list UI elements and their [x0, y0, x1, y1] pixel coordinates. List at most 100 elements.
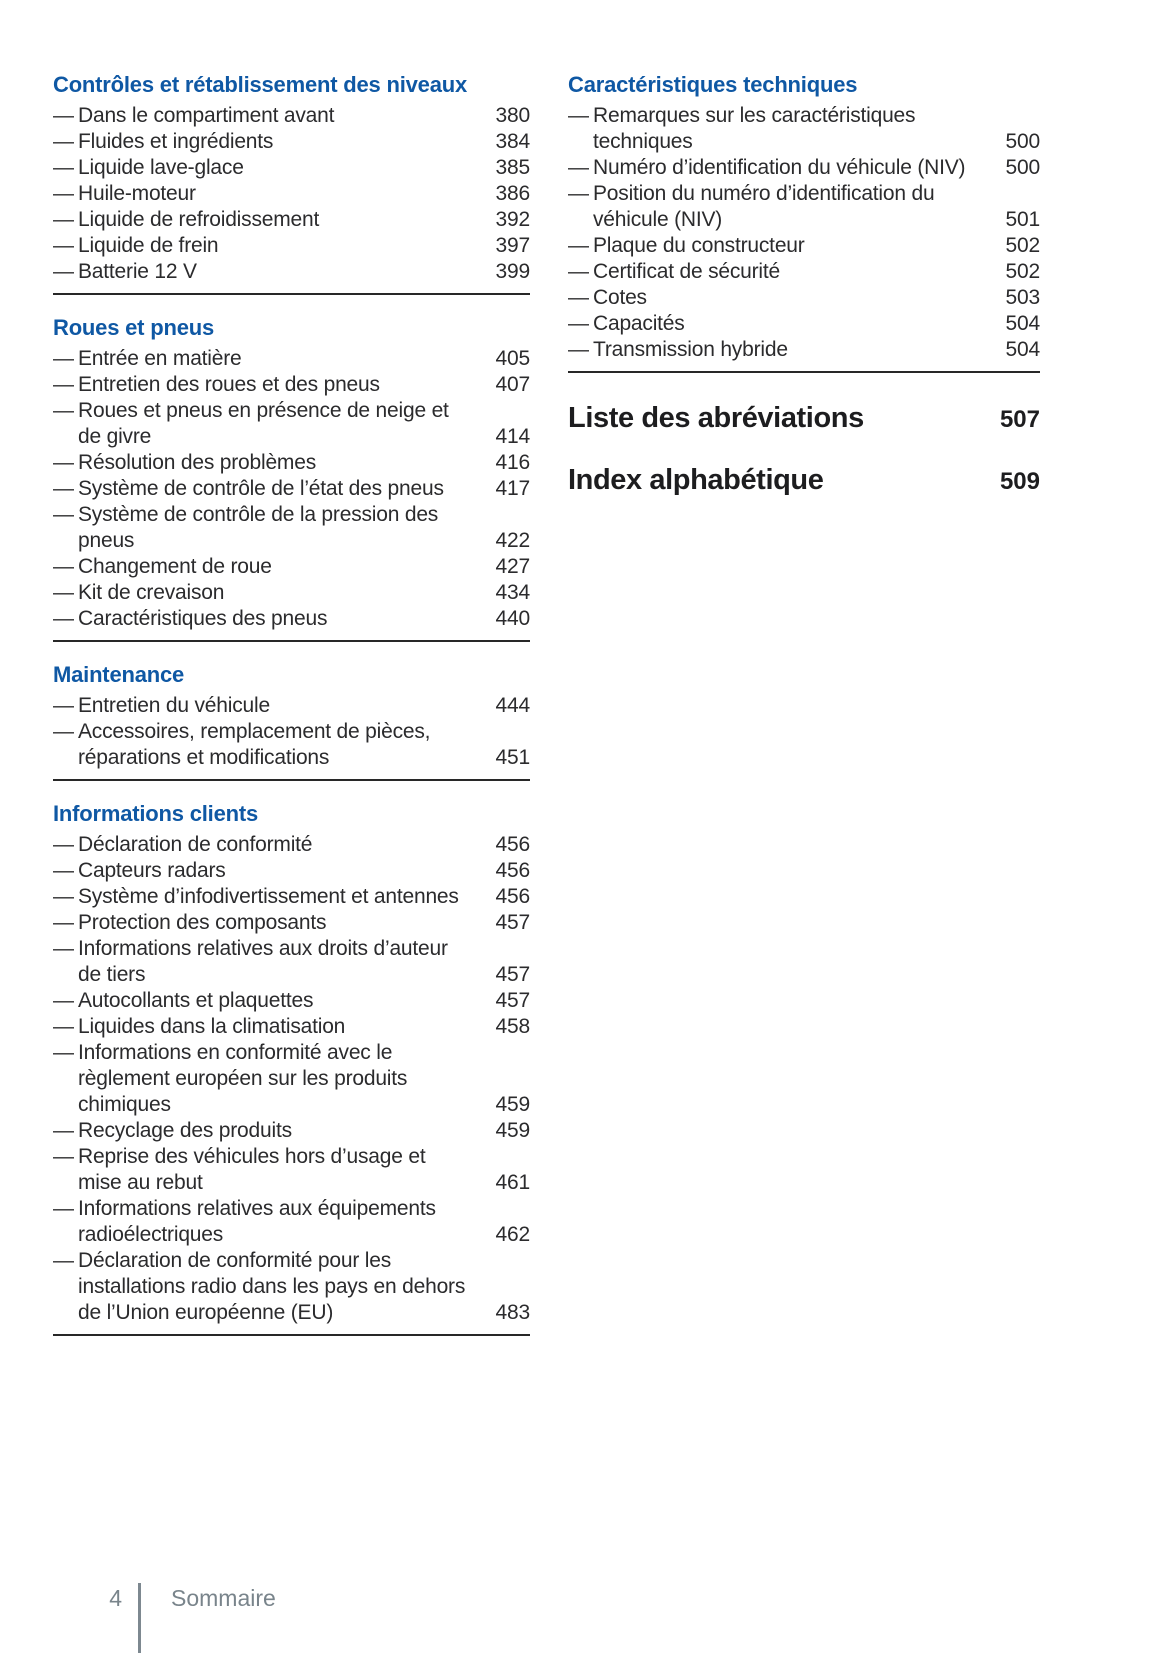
toc-item-label: Déclaration de conformité — [78, 833, 313, 856]
toc-item[interactable]: — Protection des composants 457 — [53, 910, 530, 936]
toc-item[interactable]: — Informations relatives aux équipements… — [53, 1196, 530, 1248]
section-controles-niveaux: Contrôles et rétablissement des niveaux … — [53, 72, 530, 295]
toc-item[interactable]: — Plaque du constructeur 502 — [568, 233, 1040, 259]
toc-entry-liste-des-abreviations[interactable]: Liste des abréviations 507 — [568, 401, 1040, 435]
toc-item[interactable]: — Certificat de sécurité 502 — [568, 259, 1040, 285]
toc-item[interactable]: — Numéro d’identification du véhicule (N… — [568, 155, 1040, 181]
toc-item[interactable]: — Huile-moteur 386 — [53, 181, 530, 207]
section-maintenance: Maintenance — Entretien du véhicule 444 … — [53, 662, 530, 781]
dash-bullet: — — [53, 1249, 74, 1272]
dash-bullet: — — [53, 399, 74, 422]
toc-item[interactable]: — Déclaration de conformité pour les ins… — [53, 1248, 530, 1326]
toc-item[interactable]: — Déclaration de conformité 456 — [53, 832, 530, 858]
section-title: Roues et pneus — [53, 315, 215, 340]
toc-item-label: Fluides et ingrédients — [78, 130, 274, 153]
toc-item-page: 444 — [495, 694, 531, 717]
toc-item[interactable]: — Système de contrôle de l’état des pneu… — [53, 476, 530, 502]
footer-section-label: Sommaire — [171, 1585, 276, 1611]
toc-item[interactable]: — Système de contrôle de la pression des… — [53, 502, 530, 554]
toc-item-page: 459 — [495, 1093, 531, 1116]
toc-item-page: 392 — [495, 208, 531, 231]
toc-item-label: Plaque du constructeur — [593, 234, 805, 257]
toc-item[interactable]: — Remarques sur les caractéristiques tec… — [568, 103, 1040, 155]
toc-item-page: 503 — [1005, 286, 1041, 309]
toc-item-label: Roues et pneus en présence de neige et d… — [78, 399, 449, 448]
toc-item[interactable]: — Accessoires, remplacement de pièces, r… — [53, 719, 530, 771]
toc-item[interactable]: — Transmission hybride 504 — [568, 337, 1040, 363]
toc-item[interactable]: — Recyclage des produits 459 — [53, 1118, 530, 1144]
toc-item[interactable]: — Liquides dans la climatisation 458 — [53, 1014, 530, 1040]
dash-bullet: — — [53, 1119, 74, 1142]
dash-bullet: — — [53, 260, 74, 283]
dash-bullet: — — [53, 156, 74, 179]
toc-item[interactable]: — Informations en conformité avec le règ… — [53, 1040, 530, 1118]
toc-item[interactable]: — Entretien des roues et des pneus 407 — [53, 372, 530, 398]
toc-column-right: Caractéristiques techniques — Remarques … — [568, 72, 1040, 497]
toc-item[interactable]: — Autocollants et plaquettes 457 — [53, 988, 530, 1014]
toc-item-label: Protection des composants — [78, 911, 327, 934]
dash-bullet: — — [53, 1197, 74, 1220]
toc-item-page: 456 — [495, 833, 531, 856]
dash-bullet: — — [53, 1015, 74, 1038]
toc-item[interactable]: — Fluides et ingrédients 384 — [53, 129, 530, 155]
toc-item[interactable]: — Entrée en matière 405 — [53, 346, 530, 372]
toc-item-page: 414 — [495, 425, 531, 448]
toc-item-label: Liquide lave-glace — [78, 156, 244, 179]
toc-item[interactable]: — Dans le compartiment avant 380 — [53, 103, 530, 129]
dash-bullet: — — [53, 1145, 74, 1168]
toc-item-label: Autocollants et plaquettes — [78, 989, 314, 1012]
toc-item-page: 483 — [495, 1301, 531, 1324]
toc-item-label: Entrée en matière — [78, 347, 242, 370]
toc-entry-index-alphabetique[interactable]: Index alphabétique 509 — [568, 463, 1040, 497]
section-title: Informations clients — [53, 801, 259, 826]
toc-item-label: Batterie 12 V — [78, 260, 197, 283]
toc-columns: Contrôles et rétablissement des niveaux … — [53, 72, 1040, 1356]
dash-bullet: — — [53, 885, 74, 908]
toc-item[interactable]: — Entretien du véhicule 444 — [53, 693, 530, 719]
dash-bullet: — — [568, 234, 589, 257]
toc-item[interactable]: — Informations relatives aux droits d’au… — [53, 936, 530, 988]
toc-item[interactable]: — Reprise des véhicules hors d’usage et … — [53, 1144, 530, 1196]
toc-item[interactable]: — Capacités 504 — [568, 311, 1040, 337]
toc-item-page: 405 — [495, 347, 531, 370]
toc-item-label: Huile-moteur — [78, 182, 196, 205]
toc-item[interactable]: — Kit de crevaison 434 — [53, 580, 530, 606]
toc-item[interactable]: — Position du numéro d’identification du… — [568, 181, 1040, 233]
toc-item[interactable]: — Roues et pneus en présence de neige et… — [53, 398, 530, 450]
toc-item[interactable]: — Résolution des problèmes 416 — [53, 450, 530, 476]
toc-item[interactable]: — Capteurs radars 456 — [53, 858, 530, 884]
dash-bullet: — — [53, 503, 74, 526]
toc-item-page: 417 — [495, 477, 531, 500]
dash-bullet: — — [53, 581, 74, 604]
dash-bullet: — — [53, 989, 74, 1012]
toc-item[interactable]: — Liquide de frein 397 — [53, 233, 530, 259]
toc-item[interactable]: — Changement de roue 427 — [53, 554, 530, 580]
toc-item-page: 385 — [495, 156, 531, 179]
toc-item-label: Système de contrôle de la pression des p… — [78, 503, 439, 552]
toc-entry-page: 509 — [999, 468, 1040, 495]
toc-item[interactable]: — Système d’infodivertissement et antenn… — [53, 884, 530, 910]
toc-item-page: 457 — [495, 989, 531, 1012]
section-title: Maintenance — [53, 662, 185, 687]
toc-item-label: Kit de crevaison — [78, 581, 225, 604]
toc-item-page: 459 — [495, 1119, 531, 1142]
section-informations-clients: Informations clients — Déclaration de co… — [53, 801, 530, 1336]
toc-item[interactable]: — Cotes 503 — [568, 285, 1040, 311]
dash-bullet: — — [568, 312, 589, 335]
toc-item[interactable]: — Liquide lave-glace 385 — [53, 155, 530, 181]
toc-item-label: Position du numéro d’identification du v… — [593, 182, 935, 231]
toc-item-page: 500 — [1005, 156, 1041, 179]
section-title: Contrôles et rétablissement des niveaux — [53, 72, 468, 97]
toc-item-page: 380 — [495, 104, 531, 127]
dash-bullet: — — [568, 104, 589, 127]
toc-item[interactable]: — Caractéristiques des pneus 440 — [53, 606, 530, 632]
toc-item[interactable]: — Batterie 12 V 399 — [53, 259, 530, 285]
section-roues-et-pneus: Roues et pneus — Entrée en matière 405 —… — [53, 315, 530, 642]
toc-entry-page: 507 — [999, 406, 1040, 433]
toc-item-label: Certificat de sécurité — [593, 260, 781, 283]
toc-item[interactable]: — Liquide de refroidissement 392 — [53, 207, 530, 233]
toc-item-label: Transmission hybride — [593, 338, 788, 361]
dash-bullet: — — [53, 234, 74, 257]
dash-bullet: — — [53, 859, 74, 882]
toc-item-page: 504 — [1005, 312, 1041, 335]
